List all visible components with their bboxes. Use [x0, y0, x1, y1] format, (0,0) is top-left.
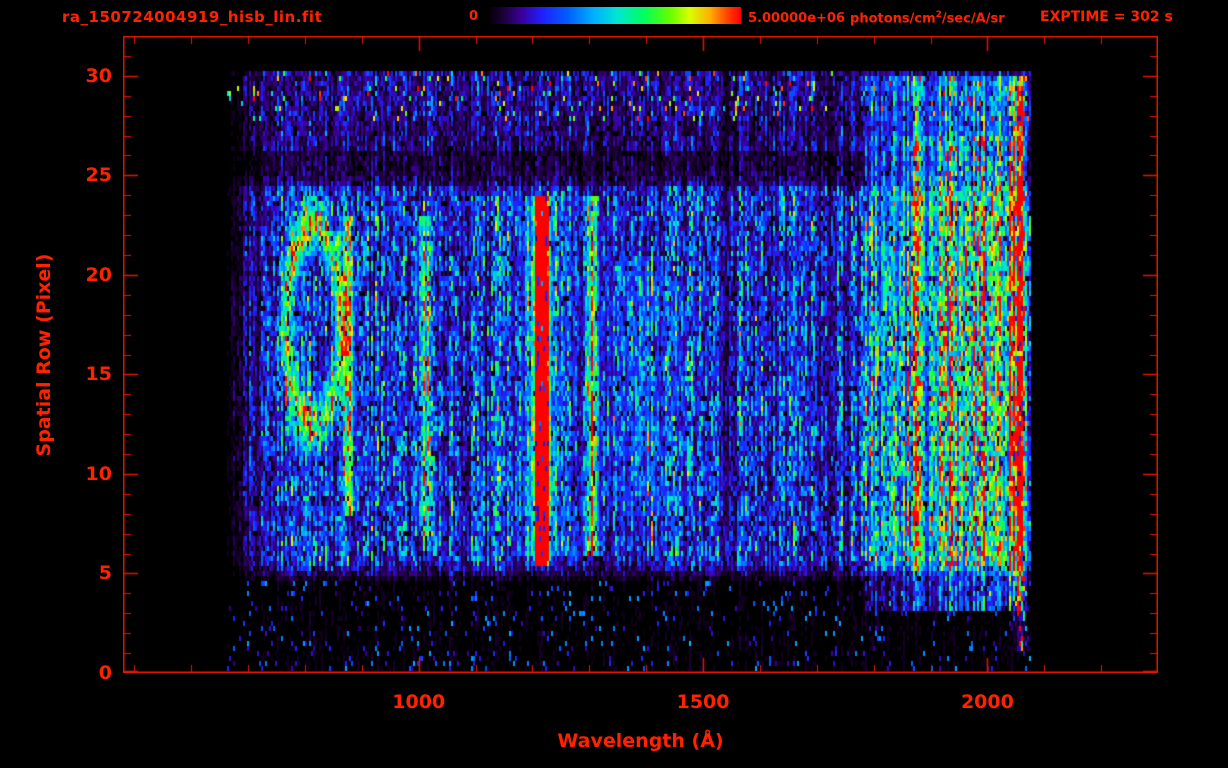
file-title: ra_150724004919_hisb_lin.fit: [62, 8, 323, 26]
x-tick-label-2000: 2000: [960, 691, 1014, 713]
spectrogram-plot: [123, 36, 1158, 673]
y-tick-label-0: 0: [98, 662, 112, 684]
colorbar-units-prefix: photons/cm: [850, 11, 936, 27]
colorbar-max-value: 5.00000e+06: [748, 11, 846, 27]
colorbar-units-sup: 2: [935, 10, 942, 20]
colorbar-max-label: 5.00000e+06 photons/cm2/sec/A/sr: [748, 10, 1005, 26]
x-tick-label-1000: 1000: [392, 691, 446, 713]
y-tick-label-5: 5: [98, 562, 112, 585]
colorbar-units-suffix: /sec/A/sr: [941, 11, 1005, 27]
y-tick-label-20: 20: [85, 263, 112, 286]
exptime-label: EXPTIME = 302 s: [1040, 9, 1173, 25]
colorbar-min-label: 0: [468, 9, 478, 24]
y-tick-label-30: 30: [85, 64, 112, 87]
y-tick-label-25: 25: [85, 164, 112, 187]
x-tick-label-1500: 1500: [676, 691, 730, 713]
x-axis-title: Wavelength (Å): [557, 730, 724, 752]
y-tick-label-15: 15: [85, 363, 112, 386]
colorbar-gradient: [486, 7, 741, 24]
y-tick-label-10: 10: [85, 462, 112, 485]
